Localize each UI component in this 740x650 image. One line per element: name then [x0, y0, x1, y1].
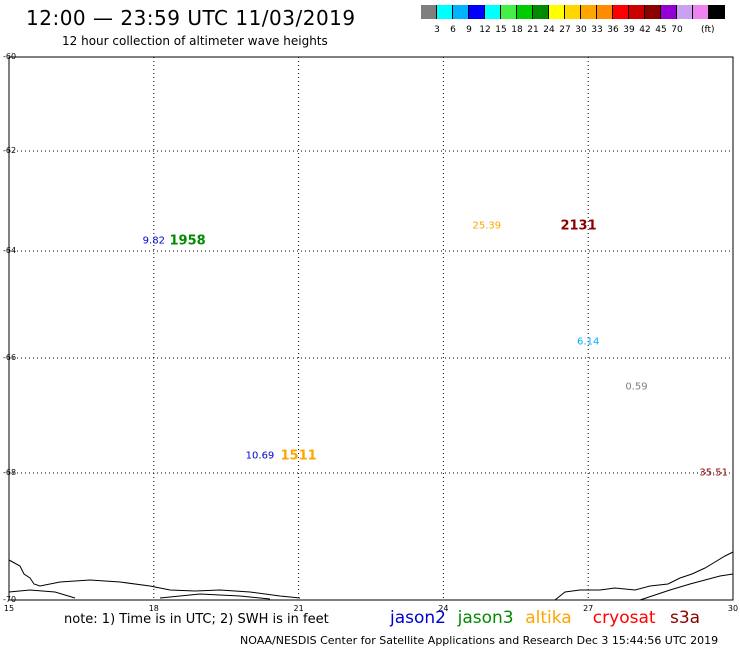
observation-time: 1958	[169, 233, 206, 249]
scale-unit: (ft)	[701, 25, 715, 35]
page-subtitle: 12 hour collection of altimeter wave hei…	[62, 34, 328, 48]
page-title: 12:00 — 23:59 UTC 11/03/2019	[26, 6, 356, 30]
observation-time: 1511	[280, 448, 317, 464]
scale-swatch	[613, 5, 629, 19]
scale-swatch	[661, 5, 677, 19]
scale-label: 70	[671, 25, 683, 35]
observation-value: 25.39	[472, 220, 502, 232]
scale-label: 9	[466, 25, 472, 35]
lon-tick-label: 24	[438, 604, 449, 613]
scale-label: 24	[543, 25, 555, 35]
scale-swatch	[517, 5, 533, 19]
legend-cryosat: cryosat	[592, 608, 656, 628]
scale-label: 27	[559, 25, 571, 35]
legend-jason2: jason2	[390, 608, 446, 628]
scale-label: 12	[479, 25, 491, 35]
scale-swatch	[693, 5, 709, 19]
scale-swatch	[597, 5, 613, 19]
lon-tick-label: 21	[293, 604, 304, 613]
scale-swatch	[469, 5, 485, 19]
legend-altika: altika	[525, 608, 572, 628]
coastline	[8, 559, 301, 599]
scale-label: 36	[607, 25, 619, 35]
scale-label: 21	[527, 25, 539, 35]
observation-time: 2131	[560, 218, 597, 234]
lat-tick-label: -70	[3, 595, 17, 604]
lon-tick-label: 27	[583, 604, 594, 613]
legend-s3a: s3a	[670, 608, 701, 628]
scale-label: 30	[575, 25, 587, 35]
lon-tick-label: 18	[148, 604, 159, 613]
scale-swatch	[645, 5, 661, 19]
lat-tick-label: -60	[3, 52, 17, 61]
scale-swatch	[629, 5, 645, 19]
scale-swatch	[549, 5, 565, 19]
observation-value: 35.51	[699, 467, 729, 479]
coastline	[554, 551, 734, 601]
scale-label: 15	[495, 25, 507, 35]
scale-swatch	[677, 5, 693, 19]
scale-swatch	[453, 5, 469, 19]
coastline	[639, 573, 734, 601]
observation-value: 6.14	[577, 336, 600, 348]
lon-tick-label: 30	[727, 604, 739, 613]
coastline	[159, 593, 271, 600]
lat-tick-label: -64	[3, 246, 17, 255]
scale-swatch	[565, 5, 581, 19]
scale-label: 33	[591, 25, 603, 35]
scale-swatch	[709, 5, 725, 19]
lat-tick-label: -62	[3, 146, 17, 155]
scale-swatch	[501, 5, 517, 19]
scale-swatch	[421, 5, 437, 19]
scale-swatch	[581, 5, 597, 19]
scale-swatch	[485, 5, 501, 19]
scale-label: 45	[655, 25, 667, 35]
lon-tick-label: 15	[3, 604, 15, 613]
map-frame	[8, 56, 734, 601]
observation-value: 9.82	[142, 235, 165, 247]
scale-label: 6	[450, 25, 456, 35]
coastline	[8, 589, 76, 599]
scale-label: 3	[434, 25, 440, 35]
footer-credit: NOAA/NESDIS Center for Satellite Applica…	[240, 634, 719, 647]
scale-label: 18	[511, 25, 523, 35]
scale-swatch	[437, 5, 453, 19]
lat-tick-label: -66	[3, 353, 17, 362]
lat-tick-label: -68	[3, 468, 17, 477]
scale-label: 42	[639, 25, 651, 35]
footer-note: note: 1) Time is in UTC; 2) SWH is in fe…	[64, 612, 329, 627]
observation-value: 0.59	[625, 381, 648, 393]
scale-label: 39	[623, 25, 635, 35]
legend-jason3: jason3	[457, 608, 514, 628]
scale-swatch	[533, 5, 549, 19]
observation-value: 10.69	[245, 450, 275, 462]
